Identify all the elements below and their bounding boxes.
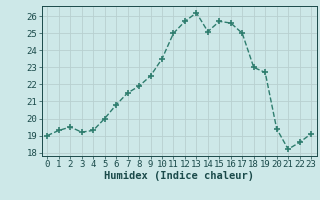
X-axis label: Humidex (Indice chaleur): Humidex (Indice chaleur) xyxy=(104,171,254,181)
